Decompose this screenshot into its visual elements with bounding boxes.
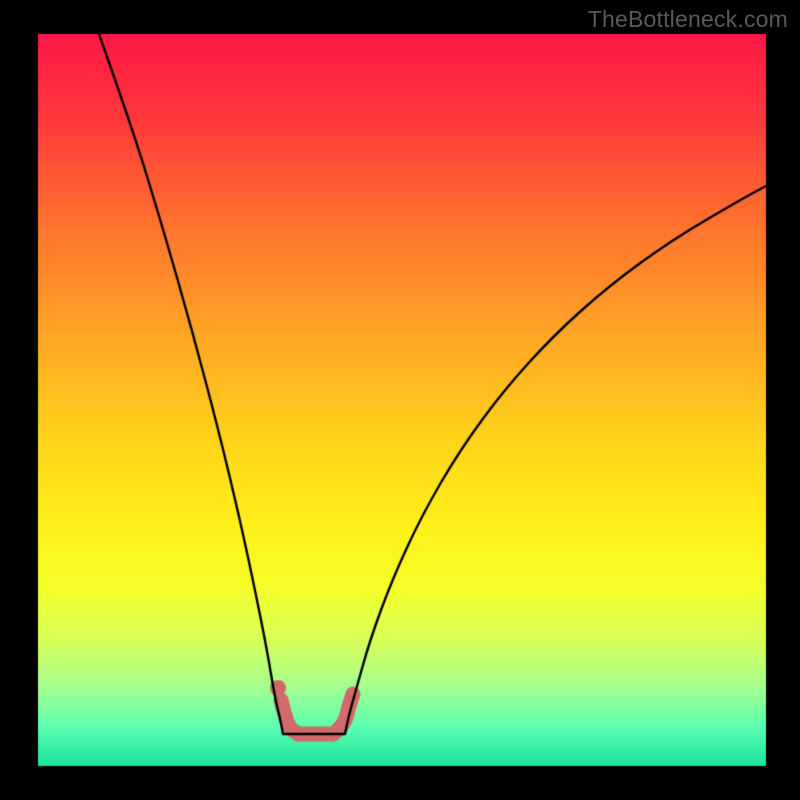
chart-stage: TheBottleneck.com [0,0,800,800]
watermark-text: TheBottleneck.com [588,6,788,33]
gradient-background [0,0,800,800]
